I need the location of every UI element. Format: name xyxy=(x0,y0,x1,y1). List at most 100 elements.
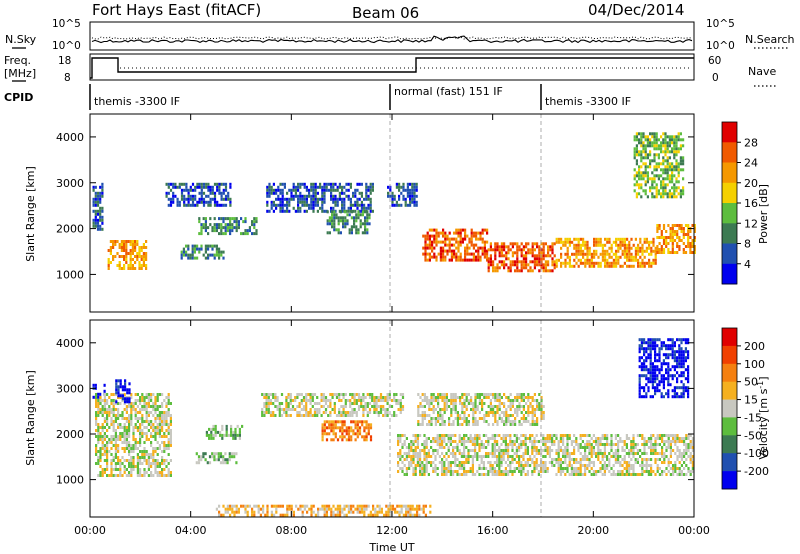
power-echo-region-6 xyxy=(266,182,374,213)
freq-label-line1: Freq. xyxy=(4,54,31,67)
velocity-colorbar-tick-label-5: -50 xyxy=(744,429,762,442)
time-tick-label-6: 00:00 xyxy=(678,524,710,537)
power-colorbar-swatch-7 xyxy=(722,263,737,285)
velocity-colorbar-label: Velocity [m s-1] xyxy=(756,376,770,459)
power-ytick-label-3000: 3000 xyxy=(56,177,84,190)
velocity-colorbar-tick-label-1: 100 xyxy=(744,358,765,371)
nave-right-tick-bottom: 0 xyxy=(712,72,719,84)
power-colorbar-swatch-4 xyxy=(722,203,737,224)
power-echo-region-8 xyxy=(387,182,418,207)
noise-trace xyxy=(91,35,693,44)
noise-search-trace xyxy=(91,36,692,40)
power-colorbar-tick-label-1: 8 xyxy=(744,238,751,251)
time-tick-label-5: 20:00 xyxy=(577,524,609,537)
velocity-ytick-label-2000: 2000 xyxy=(56,428,84,441)
velocity-y-axis: 1000 2000 3000 4000 xyxy=(56,337,694,487)
power-ylabel: Slant Range [km] xyxy=(24,166,37,262)
velocity-colorbar-swatch-1 xyxy=(722,345,737,365)
power-colorbar-swatch-2 xyxy=(722,162,737,184)
noise-right-tick-top: 10^5 xyxy=(706,18,735,30)
noise-left-tick-top: 10^5 xyxy=(52,18,81,30)
power-colorbar-swatch-6 xyxy=(722,243,737,265)
velocity-echo-region-6 xyxy=(261,393,405,417)
power-echo-region-10 xyxy=(487,242,556,273)
velocity-colorbar-frame xyxy=(721,327,738,490)
velocity-colorbar-swatch-2 xyxy=(722,363,737,382)
power-echo-region-11 xyxy=(555,237,657,268)
power-echo-region-3 xyxy=(165,182,232,207)
noise-left-tick-bottom: 10^0 xyxy=(52,40,81,52)
velocity-echo-region-7 xyxy=(321,420,373,442)
velocity-colorbar-swatch-0 xyxy=(722,328,737,347)
time-tick-label-3: 12:00 xyxy=(376,524,408,537)
frequency-panel: Freq. [MHz] 18 8 60 0 Nave xyxy=(4,53,778,87)
power-colorbar-tick-label-4: 20 xyxy=(744,177,758,190)
time-axis-label: Time UT xyxy=(368,541,414,554)
noise-search-label: N.Search xyxy=(745,33,795,46)
power-colorbar-swatch-1 xyxy=(722,142,737,163)
cpid-panel: CPID themis -3300 IF normal (fast) 151 I… xyxy=(4,84,631,110)
velocity-echo-region-4 xyxy=(195,452,238,465)
cpid-mode-3: themis -3300 IF xyxy=(545,95,631,108)
nave-label: Nave xyxy=(748,65,776,78)
velocity-colorbar: 200 100 50 15 -15 -50 -100 -200 xyxy=(721,327,769,490)
velocity-colorbar-swatch-5 xyxy=(722,417,737,436)
velocity-echo-region-8 xyxy=(397,434,694,476)
velocity-panel: 1000 2000 3000 4000 00:00 04:00 08:00 12:00 16:… xyxy=(24,319,770,554)
power-colorbar-swatch-3 xyxy=(722,182,737,204)
power-echo-region-9 xyxy=(422,228,489,262)
freq-left-tick-top: 18 xyxy=(58,55,71,67)
noise-sky-trace xyxy=(91,35,693,44)
cpid-mode-2: normal (fast) 151 IF xyxy=(394,85,503,98)
velocity-echo-region-9 xyxy=(417,393,545,426)
velocity-echo-region-3 xyxy=(115,379,131,404)
noise-sky-label: N.Sky xyxy=(5,33,37,46)
power-colorbar-tick-label-6: 28 xyxy=(744,136,758,149)
velocity-colorbar-swatch-4 xyxy=(722,399,737,418)
velocity-echo-region-5 xyxy=(205,424,244,440)
power-colorbar-tick-label-3: 16 xyxy=(744,197,758,210)
time-tick-label-1: 04:00 xyxy=(175,524,207,537)
power-colorbar-label: Power [dB] xyxy=(757,184,770,244)
power-ytick-label-1000: 1000 xyxy=(56,268,84,281)
power-colorbar: 4 8 12 16 20 24 28 xyxy=(721,121,758,285)
velocity-echo-region-11 xyxy=(215,504,432,517)
power-echo-region-5 xyxy=(198,217,258,236)
velocity-colorbar-tick-label-0: 200 xyxy=(744,340,765,353)
power-x-ticks xyxy=(89,114,695,312)
velocity-colorbar-swatch-7 xyxy=(722,453,737,472)
power-echo-region-7 xyxy=(326,210,371,235)
power-panel: 1000 2000 3000 4000 Slant Range [km] 4 8 12 16… xyxy=(24,113,770,313)
velocity-colorbar-tick-label-3: 15 xyxy=(744,394,758,407)
freq-label-line2: [MHz] xyxy=(4,67,36,80)
power-colorbar-swatch-5 xyxy=(722,223,737,244)
power-ytick-label-2000: 2000 xyxy=(56,223,84,236)
power-colorbar-tick-label-2: 12 xyxy=(744,217,758,230)
power-ytick-label-4000: 4000 xyxy=(56,131,84,144)
power-echo-region-4 xyxy=(180,244,225,260)
velocity-ytick-label-1000: 1000 xyxy=(56,474,84,487)
velocity-colorbar-tick-label-4: -15 xyxy=(744,411,762,424)
cpid-label: CPID xyxy=(4,91,33,104)
velocity-colorbar-tick-label-7: -200 xyxy=(744,465,769,478)
station-title: Fort Hays East (fitACF) xyxy=(92,1,261,19)
date-title: 04/Dec/2014 xyxy=(588,1,684,19)
frequency-trace xyxy=(90,57,694,79)
power-echo-region-1 xyxy=(92,182,104,231)
velocity-colorbar-swatch-6 xyxy=(722,435,737,454)
nave-right-tick-top: 60 xyxy=(708,55,721,67)
velocity-colorbar-tick-label-2: 50 xyxy=(744,376,758,389)
power-colorbar-tick-label-0: 4 xyxy=(744,258,751,271)
cpid-mode-1: themis -3300 IF xyxy=(94,95,180,108)
power-colorbar-tick-label-5: 24 xyxy=(744,157,758,170)
power-echoes xyxy=(92,132,696,273)
velocity-ytick-label-4000: 4000 xyxy=(56,337,84,350)
power-echo-region-13 xyxy=(633,132,685,199)
velocity-colorbar-swatch-8 xyxy=(722,471,737,490)
power-y-axis: 1000 2000 3000 4000 xyxy=(56,131,694,281)
velocity-colorbar-swatch-3 xyxy=(722,381,737,400)
time-tick-label-2: 08:00 xyxy=(275,524,307,537)
time-tick-label-4: 16:00 xyxy=(477,524,509,537)
noise-right-tick-bottom: 10^0 xyxy=(706,40,735,52)
